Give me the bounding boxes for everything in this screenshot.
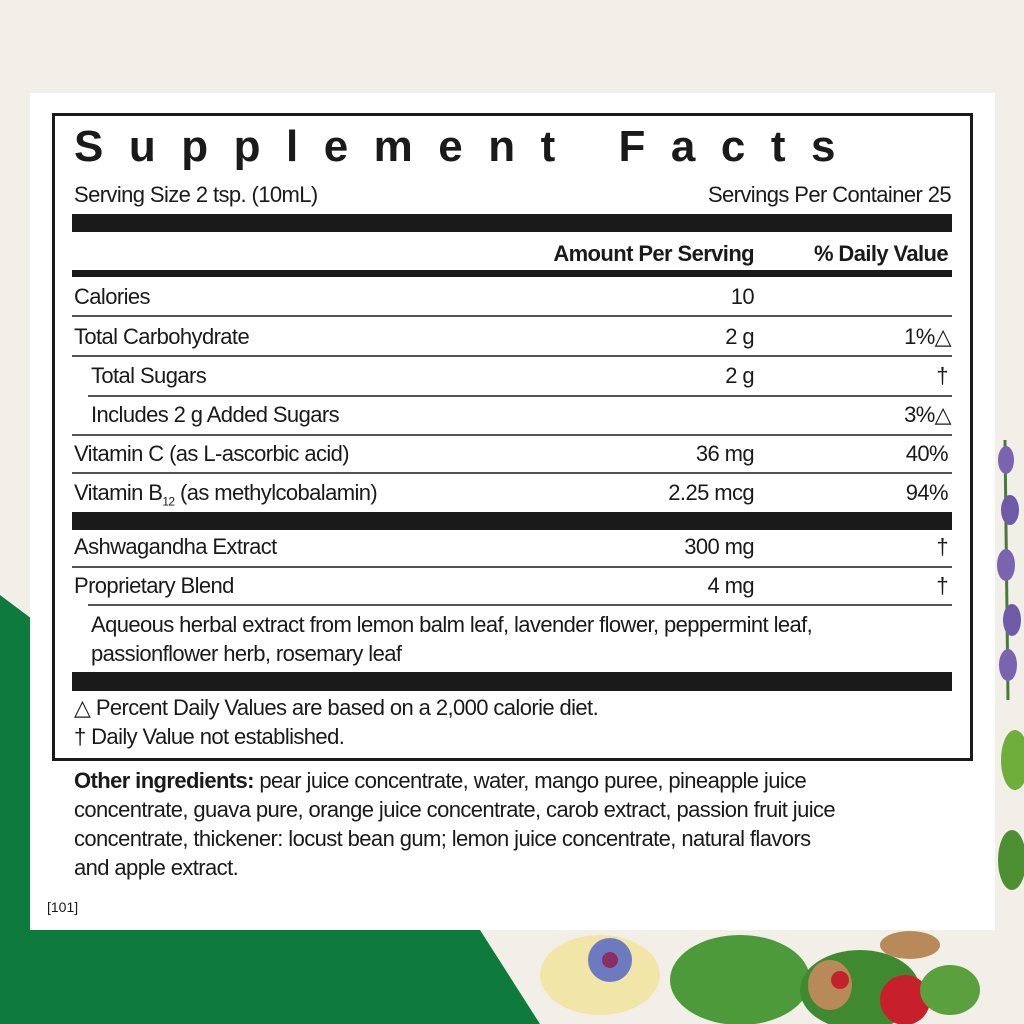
daily-value-header: % Daily Value [813, 241, 949, 266]
row-name: Total Carbohydrate [74, 324, 250, 349]
reference-code: [101] [47, 899, 79, 915]
row-divider [72, 355, 952, 357]
row-name-part: (as methylcobalamin) [174, 480, 378, 505]
blend-ingredients-line: Aqueous herbal extract from lemon balm l… [91, 612, 813, 637]
row-divider [72, 315, 952, 317]
row-dv: † [936, 573, 948, 598]
row-dv: 1%△ [904, 324, 952, 349]
serving-size: Serving Size 2 tsp. (10mL) [74, 182, 318, 207]
row-name: Calories [74, 284, 151, 309]
row-dv: † [936, 534, 948, 559]
row-amount: 2 g [725, 363, 754, 388]
row-amount: 36 mg [695, 441, 755, 466]
row-divider [88, 395, 952, 397]
row-name: Includes 2 g Added Sugars [91, 402, 340, 427]
thick-divider [72, 512, 952, 530]
row-name: Vitamin C (as L-ascorbic acid) [74, 441, 350, 466]
medium-divider [72, 270, 952, 277]
row-divider [72, 434, 952, 436]
row-name-subscript: 12 [162, 494, 175, 509]
other-ingredients-label: Other ingredients: [74, 768, 254, 793]
row-dv: 3%△ [904, 402, 952, 427]
other-ingredients-line: concentrate, thickener: locust bean gum;… [74, 826, 811, 851]
other-ingredients-line: and apple extract. [74, 855, 239, 880]
other-ingredients-line: Other ingredients: pear juice concentrat… [74, 768, 807, 794]
row-name: Vitamin B12 (as methylcobalamin) [74, 480, 378, 509]
amount-per-serving-header: Amount Per Serving [553, 241, 754, 266]
row-divider [88, 604, 952, 606]
row-name: Proprietary Blend [74, 573, 234, 598]
row-divider [72, 472, 952, 474]
row-divider [72, 566, 952, 568]
herb-illustration [540, 430, 1024, 1024]
row-dv: 94% [905, 480, 949, 505]
thick-divider [72, 672, 952, 691]
row-amount: 10 [730, 284, 755, 309]
thick-divider [72, 214, 952, 232]
label-title: Supplement Facts [74, 122, 861, 171]
row-amount: 4 mg [707, 573, 754, 598]
other-ingredients-text: pear juice concentrate, water, mango pur… [253, 768, 807, 793]
footnote-not-established: † Daily Value not established. [74, 724, 345, 749]
label-panel [30, 93, 995, 930]
footnote-daily-values: △ Percent Daily Values are based on a 2,… [74, 695, 599, 720]
servings-per-container: Servings Per Container 25 [707, 182, 952, 207]
row-name: Total Sugars [91, 363, 207, 388]
row-name-part: Vitamin B [74, 480, 163, 505]
row-amount: 2 g [725, 324, 754, 349]
row-amount: 300 mg [684, 534, 754, 559]
row-name: Ashwagandha Extract [74, 534, 277, 559]
other-ingredients-line: concentrate, guava pure, orange juice co… [74, 797, 836, 822]
row-dv: † [936, 363, 948, 388]
row-amount: 2.25 mcg [668, 480, 754, 505]
row-dv: 40% [905, 441, 949, 466]
supplement-facts-box [52, 113, 973, 761]
blend-ingredients-line: passionflower herb, rosemary leaf [91, 641, 402, 666]
